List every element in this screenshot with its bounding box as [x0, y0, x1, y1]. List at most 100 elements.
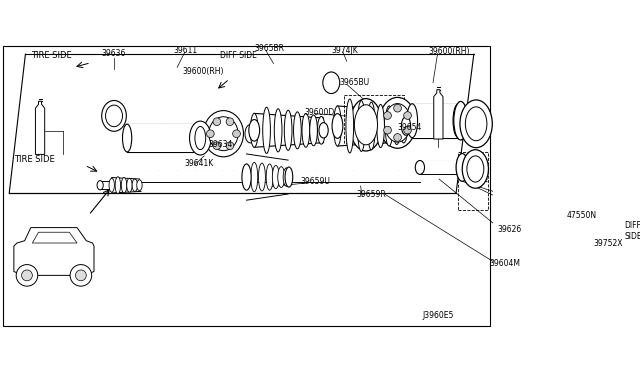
Ellipse shape	[294, 112, 301, 149]
Text: 39752X: 39752X	[593, 238, 623, 247]
Circle shape	[404, 112, 412, 119]
Ellipse shape	[195, 126, 205, 150]
Ellipse shape	[358, 100, 365, 151]
Ellipse shape	[250, 113, 258, 147]
Bar	[127, 124, 193, 152]
Ellipse shape	[400, 109, 408, 143]
Text: SIDE: SIDE	[624, 232, 640, 241]
Ellipse shape	[122, 124, 132, 152]
Ellipse shape	[249, 119, 260, 141]
Ellipse shape	[453, 104, 464, 138]
Circle shape	[16, 264, 38, 286]
Ellipse shape	[465, 107, 487, 141]
Ellipse shape	[243, 166, 250, 189]
Text: J3960E5: J3960E5	[422, 311, 454, 320]
Circle shape	[404, 126, 412, 134]
Circle shape	[213, 118, 221, 125]
Circle shape	[22, 270, 33, 281]
Ellipse shape	[350, 99, 382, 151]
Ellipse shape	[285, 167, 292, 187]
Ellipse shape	[407, 104, 417, 138]
Ellipse shape	[127, 178, 132, 192]
Circle shape	[394, 134, 401, 141]
Text: DIFF SIDE: DIFF SIDE	[220, 51, 257, 60]
Polygon shape	[35, 101, 45, 154]
Text: 39600(RH): 39600(RH)	[182, 67, 224, 76]
Circle shape	[226, 142, 234, 150]
Ellipse shape	[204, 110, 243, 157]
Ellipse shape	[266, 164, 273, 190]
Polygon shape	[33, 232, 77, 243]
Ellipse shape	[393, 108, 401, 144]
Text: 3974JK: 3974JK	[332, 46, 358, 55]
Circle shape	[394, 104, 401, 112]
Ellipse shape	[109, 178, 115, 192]
Text: 3965BR: 3965BR	[254, 44, 284, 52]
Ellipse shape	[106, 105, 122, 127]
Ellipse shape	[245, 125, 256, 143]
Polygon shape	[434, 90, 443, 139]
Circle shape	[384, 112, 392, 119]
Text: 39654: 39654	[397, 123, 422, 132]
Ellipse shape	[302, 113, 310, 147]
Ellipse shape	[273, 166, 279, 189]
Text: 39634: 39634	[208, 140, 232, 149]
Ellipse shape	[251, 163, 258, 192]
Ellipse shape	[460, 100, 492, 148]
Bar	[140, 171, 420, 182]
Ellipse shape	[319, 123, 328, 138]
Text: TIRE SIDE: TIRE SIDE	[31, 51, 72, 60]
Ellipse shape	[454, 102, 468, 140]
Circle shape	[226, 118, 234, 125]
Ellipse shape	[275, 109, 282, 152]
Text: 39611: 39611	[173, 46, 198, 55]
Ellipse shape	[333, 106, 341, 146]
Ellipse shape	[278, 167, 285, 187]
Ellipse shape	[377, 105, 385, 148]
Ellipse shape	[310, 115, 317, 146]
Text: 39659U: 39659U	[300, 177, 330, 186]
Ellipse shape	[102, 100, 126, 131]
Circle shape	[233, 130, 241, 138]
Ellipse shape	[346, 99, 354, 153]
Ellipse shape	[97, 181, 103, 190]
Ellipse shape	[355, 105, 378, 145]
Ellipse shape	[132, 179, 138, 191]
Ellipse shape	[379, 97, 416, 148]
Ellipse shape	[456, 154, 468, 181]
Ellipse shape	[462, 150, 488, 188]
Ellipse shape	[332, 114, 343, 138]
Ellipse shape	[317, 116, 325, 144]
Circle shape	[207, 130, 214, 138]
Bar	[420, 160, 466, 174]
Circle shape	[70, 264, 92, 286]
Ellipse shape	[284, 110, 292, 150]
Circle shape	[76, 270, 86, 281]
Ellipse shape	[415, 160, 424, 174]
Ellipse shape	[122, 177, 127, 193]
Ellipse shape	[385, 106, 393, 146]
Ellipse shape	[189, 121, 211, 155]
Text: 47550N: 47550N	[566, 211, 596, 220]
Text: 39604M: 39604M	[489, 259, 520, 268]
Ellipse shape	[283, 168, 290, 186]
Ellipse shape	[323, 72, 340, 93]
Ellipse shape	[467, 156, 484, 182]
Text: DIFF: DIFF	[624, 221, 640, 230]
Ellipse shape	[259, 163, 266, 191]
Ellipse shape	[401, 117, 411, 135]
Ellipse shape	[367, 102, 375, 150]
Ellipse shape	[115, 177, 120, 194]
Text: TIRE SIDE: TIRE SIDE	[14, 155, 54, 164]
Polygon shape	[14, 228, 94, 275]
Ellipse shape	[209, 117, 238, 151]
Text: 3965BU: 3965BU	[339, 78, 369, 87]
Ellipse shape	[262, 107, 271, 153]
Text: 39600(RH): 39600(RH)	[428, 48, 470, 57]
Text: 39626: 39626	[497, 225, 521, 234]
Text: 39659R: 39659R	[356, 190, 387, 199]
Circle shape	[213, 142, 221, 150]
Ellipse shape	[137, 180, 142, 190]
Circle shape	[384, 126, 392, 134]
Text: 39641K: 39641K	[185, 159, 214, 168]
